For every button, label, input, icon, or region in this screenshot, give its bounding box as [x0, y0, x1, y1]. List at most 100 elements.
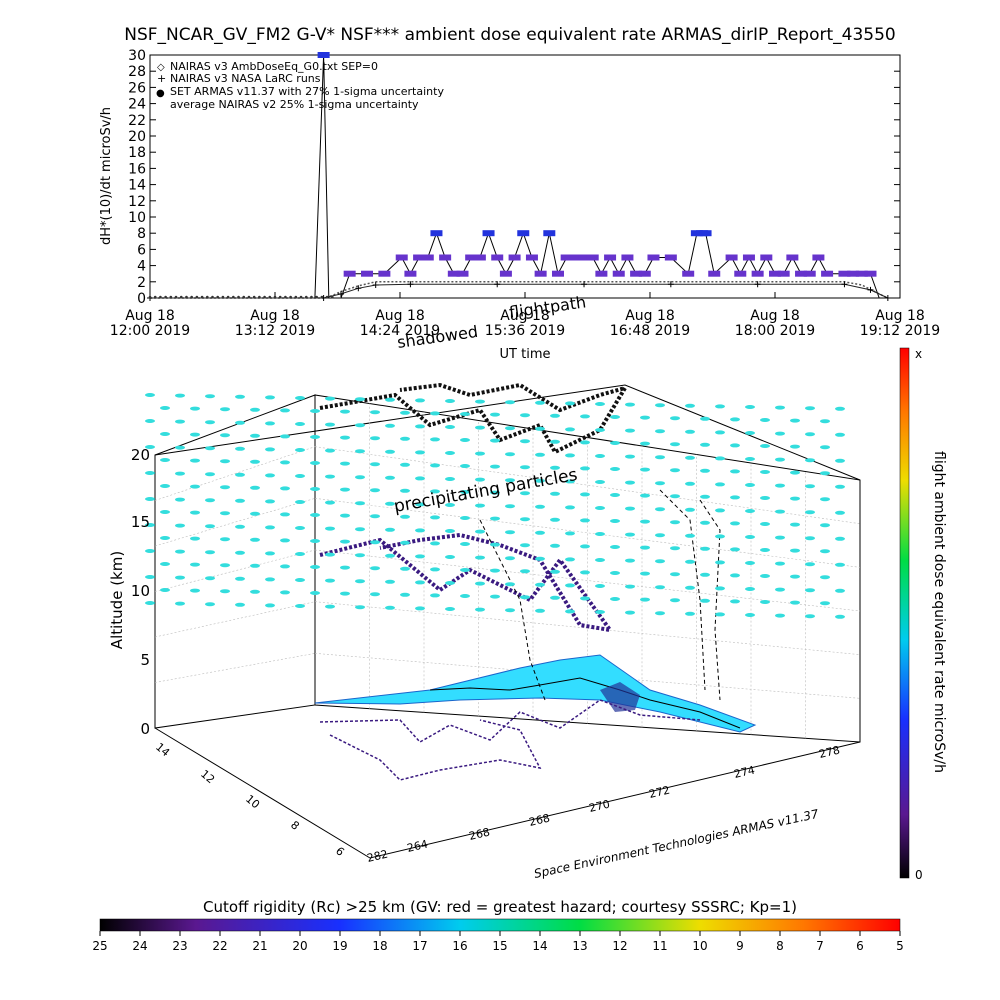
rigidity-dot [280, 460, 290, 465]
rigidity-dot [610, 493, 620, 497]
rigidity-dot [700, 572, 710, 577]
data-point [421, 254, 434, 261]
data-point [838, 270, 851, 277]
rigidity-dot [505, 400, 515, 405]
rigidity-dot [565, 531, 575, 536]
rigidity-dot [160, 588, 170, 592]
rigidity-dot [385, 423, 395, 428]
rigidity-dot [355, 449, 365, 454]
rigidity-dot [475, 529, 485, 534]
rigidity-dot [625, 532, 635, 537]
data-point [456, 270, 469, 277]
rigidity-dot [835, 510, 845, 515]
front-tick-0: 282 [366, 848, 389, 865]
rigidity-dot [550, 413, 560, 418]
y-tick-label: 12 [128, 194, 146, 210]
data-point [647, 254, 660, 261]
data-point-plus [372, 282, 379, 289]
front-tick-4: 270 [588, 798, 611, 815]
data-point [543, 230, 556, 237]
rigidity-dot [565, 401, 575, 406]
zero-marker [179, 295, 183, 299]
rigidity-dot [610, 415, 620, 419]
rigidity-dot [745, 405, 755, 409]
rigidity-dot [355, 579, 365, 584]
rigidity-dot [475, 503, 485, 508]
zero-marker [247, 295, 251, 299]
data-point [482, 230, 495, 237]
x-tick-day: Aug 18 [125, 308, 175, 324]
rigidity-dot [685, 611, 695, 616]
rigidity-tick-label: 25 [92, 939, 107, 953]
floor-edge-left [154, 727, 861, 859]
rigidity-dot [235, 550, 245, 555]
data-point [708, 270, 721, 277]
rigidity-dot [355, 423, 365, 428]
rigidity-dot [700, 442, 710, 447]
rigidity-dot [730, 495, 740, 500]
y-axis-label: dH*(10)/dt microSv/h [99, 107, 114, 245]
rigidity-dot [235, 420, 245, 425]
rigidity-dot [775, 535, 785, 540]
rigidity-dot [145, 523, 155, 527]
rigidity-dot [775, 431, 785, 436]
rigidity-dot [310, 539, 320, 543]
rigidity-dot [775, 509, 785, 514]
rigidity-dot [505, 530, 515, 535]
rigidity-dot [160, 458, 170, 462]
x-tick-time: 16:48 2019 [610, 323, 690, 339]
data-point [569, 254, 582, 261]
zero-marker [195, 295, 199, 299]
rigidity-dot [640, 545, 650, 550]
rigidity-dot [490, 516, 500, 521]
rigidity-dot [685, 455, 695, 460]
zero-marker [315, 295, 318, 299]
zero-marker [268, 295, 272, 299]
rigidity-dot [295, 396, 305, 400]
flight-track-ground-2 [329, 719, 542, 781]
rigidity-dot [610, 571, 620, 575]
data-point-plus [867, 286, 874, 293]
rigidity-dot [670, 598, 680, 603]
data-point-plus [754, 281, 761, 288]
zero-marker [325, 295, 329, 299]
zero-marker [284, 295, 287, 299]
rigidity-dot [145, 575, 155, 579]
legend-label-3: average NAIRAS v2 25% 1-sigma uncertaint… [170, 98, 419, 111]
zero-marker [164, 295, 167, 299]
rigidity-dot [445, 607, 455, 611]
rigidity-dot [715, 404, 725, 409]
flight-3d-plot: precipitating particles Altitude (km) 20… [108, 382, 861, 881]
zero-marker [278, 295, 282, 299]
zero-marker [169, 295, 173, 299]
x-tick-time: 15:36 2019 [485, 323, 565, 339]
data-point [595, 270, 608, 277]
data-point [769, 270, 781, 277]
x-tick-time: 12:00 2019 [110, 323, 190, 339]
legend-label-0: NAIRAS v3 AmbDoseEq_G0.txt SEP=0 [170, 60, 378, 73]
rigidity-dot [325, 500, 335, 505]
grid-3d [154, 403, 861, 739]
data-point [734, 270, 747, 277]
rigidity-dot [775, 613, 785, 618]
rigidity-dot [415, 606, 425, 611]
rigidity-dot [295, 500, 305, 504]
rigidity-dot [370, 566, 380, 571]
rigidity-dot [580, 492, 590, 497]
rigidity-dot [580, 440, 590, 445]
rigidity-dot [550, 465, 560, 470]
rigidity-dot [715, 430, 725, 435]
rigidity-dot [805, 536, 815, 541]
rigidity-dot [370, 436, 380, 441]
zero-marker [252, 295, 256, 299]
rigidity-dot [160, 406, 170, 410]
rigidity-dot [805, 484, 815, 489]
zero-marker [221, 295, 225, 299]
y-tick-label: 4 [137, 259, 146, 275]
zero-marker [310, 295, 313, 299]
rigidity-dot [790, 444, 800, 449]
rigidity-dot [220, 433, 230, 438]
rigidity-dot [280, 564, 290, 569]
x-tick-time: 14:24 2019 [360, 323, 440, 339]
